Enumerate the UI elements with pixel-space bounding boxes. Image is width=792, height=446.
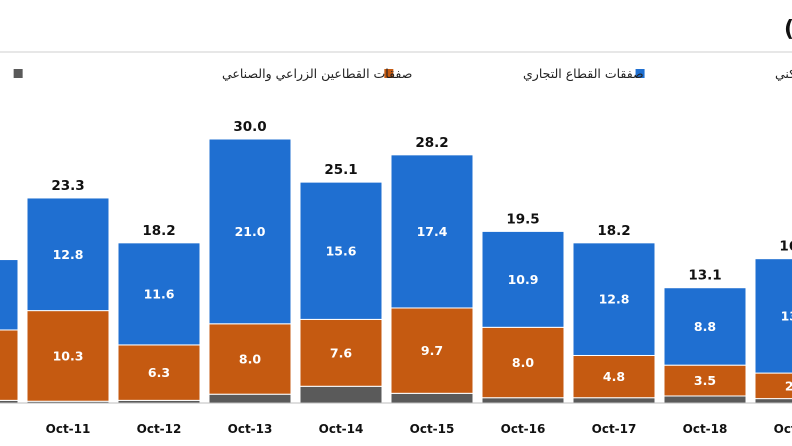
x-tick-Oct-18: Oct-18 [683,422,728,436]
segment-label-Oct-14-series-1: 7.6 [330,345,352,360]
legend-swatch-series-1 [384,69,394,78]
total-label-Oct-12: 18.2 [142,223,175,239]
bar-segment-Oct-13-series-2 [208,138,292,325]
bar-segment-Oct-15-series-1 [390,307,474,394]
x-tick-Oct-13: Oct-13 [228,422,273,436]
x-tick-Oct-12: Oct-12 [137,422,182,436]
legend-label-series-2: صفقات القطاع السكني [775,66,792,81]
bar-segment-Oct-18-series-0 [663,395,747,404]
x-tick-Oct-11: Oct-11 [46,422,91,436]
x-tick-Oct-17: Oct-17 [592,422,637,436]
total-label-Oct-17: 18.2 [597,223,630,239]
legend-label-series-1: صفقات القطاع التجاري [523,66,644,82]
bar-segment-Oct-16-series-1 [481,326,565,399]
segment-label-Oct-13-series-1: 8.0 [239,352,261,367]
bar-segment-Oct-16-series-2 [481,230,565,328]
segment-label-Oct-11-series-2: 12.8 [53,247,84,262]
bar-segment-Oct-12-series-2 [117,242,201,346]
segment-label-Oct-17-series-1: 4.8 [603,369,625,384]
bar-segment-Oct-11-series-1 [26,310,110,402]
bar-segment-Oct-19-series-2 [754,258,792,374]
bar-segment-Oct-10-series-2 [0,259,19,331]
legend-label-series-0: صفقات القطاعين الزراعي والصناعي [222,66,412,82]
segment-label-Oct-15-series-1: 9.7 [421,343,443,358]
bar-segment-Oct-19-series-1 [754,372,792,400]
total-label-Oct-14: 25.1 [324,162,357,178]
bar-segment-Oct-10-series-0 [0,399,19,404]
segment-label-Oct-14-series-2: 15.6 [326,243,357,258]
segment-label-Oct-19-series-1: 2.9 [785,378,792,393]
x-tick-Oct-16: Oct-16 [501,422,546,436]
bar-segment-Oct-18-series-2 [663,287,747,366]
segment-label-Oct-12-series-2: 11.6 [144,286,175,301]
bar-segment-Oct-14-series-2 [299,181,383,320]
segment-label-Oct-17-series-2: 12.8 [599,292,630,307]
total-label-Oct-15: 28.2 [415,135,448,151]
segment-label-Oct-11-series-1: 10.3 [53,348,84,363]
legend-swatch-series-0 [13,69,23,78]
x-tick-Oct-14: Oct-14 [319,422,364,436]
total-label-Oct-19: 16.4 [779,239,792,255]
chart-title: إجمالي قيمة الصفقات العقارية خلال شهر أك… [784,13,792,42]
x-tick-Oct-19: Oct-19 [774,422,792,436]
segment-label-Oct-16-series-2: 10.9 [508,272,539,287]
bar-segment-Oct-17-series-2 [572,242,656,356]
segment-label-Oct-15-series-2: 17.4 [417,224,448,239]
legend-swatch-series-2 [635,69,645,78]
bar-segment-Oct-14-series-0 [299,385,383,404]
x-axis: Oct-10Oct-11Oct-12Oct-13Oct-14Oct-15Oct-… [0,402,792,436]
total-label-Oct-11: 23.3 [51,178,84,194]
bar-segment-Oct-15-series-2 [390,154,474,309]
segment-label-Oct-18-series-2: 8.8 [694,319,716,334]
legend: صفقات القطاع السكني صفقات القطاع التجاري ص… [13,66,792,82]
bar-segment-Oct-11-series-2 [26,197,110,312]
segment-label-Oct-16-series-1: 8.0 [512,355,534,370]
bar-segment-Oct-13-series-1 [208,323,292,395]
bar-segment-Oct-17-series-0 [572,397,656,404]
bar-segment-Oct-14-series-1 [299,318,383,387]
total-label-Oct-18: 13.1 [688,268,721,284]
total-label-Oct-16: 19.5 [506,211,539,227]
bar-segment-Oct-16-series-0 [481,397,565,404]
bars-layer: 8.08.016.310.312.823.36.311.618.28.021.0… [0,119,792,404]
segment-label-Oct-12-series-1: 6.3 [148,365,170,380]
segment-label-Oct-19-series-2: 13.0 [781,308,792,323]
bar-segment-Oct-13-series-0 [208,393,292,404]
segment-label-Oct-13-series-2: 21.0 [235,224,266,239]
bar-segment-Oct-19-series-0 [754,398,792,404]
bar-segment-Oct-10-series-1 [0,329,19,401]
total-label-Oct-13: 30.0 [233,119,266,135]
bar-segment-Oct-15-series-0 [390,392,474,404]
x-tick-Oct-15: Oct-15 [410,422,455,436]
segment-label-Oct-18-series-1: 3.5 [694,373,716,388]
bar-segment-Oct-17-series-1 [572,354,656,399]
bar-segment-Oct-12-series-1 [117,344,201,401]
